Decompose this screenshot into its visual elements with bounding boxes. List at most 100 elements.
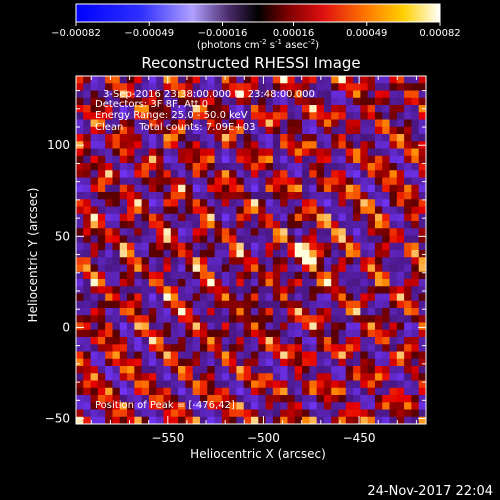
annotation-detectors: Detectors: 3F 8F, Att 0	[95, 99, 208, 110]
image-cell	[272, 141, 281, 149]
image-cell	[302, 351, 310, 360]
image-cell	[251, 228, 259, 236]
image-cell	[105, 329, 113, 338]
image-cell	[316, 177, 325, 186]
image-cell	[90, 373, 99, 381]
image-cell	[90, 170, 99, 178]
image-cell	[272, 322, 281, 331]
image-cell	[251, 286, 259, 294]
image-cell	[76, 184, 84, 193]
image-cell	[178, 257, 186, 265]
image-cell	[404, 416, 412, 424]
image-cell	[97, 293, 106, 302]
image-cell	[418, 192, 426, 200]
image-cell	[367, 170, 376, 178]
image-cell	[229, 271, 237, 280]
image-cell	[287, 119, 296, 128]
image-cell	[418, 358, 426, 367]
image-cell	[302, 170, 310, 178]
image-cell	[112, 416, 121, 424]
image-cell	[287, 387, 296, 396]
image-cell	[382, 351, 390, 360]
image-cell	[207, 206, 215, 215]
image-cell	[353, 329, 361, 338]
image-cell	[396, 329, 405, 338]
image-cell	[127, 170, 135, 178]
image-cell	[170, 221, 179, 229]
image-cell	[367, 351, 376, 360]
image-cell	[411, 271, 420, 280]
image-cell	[389, 402, 398, 410]
image-cell	[229, 148, 237, 157]
image-cell	[411, 119, 420, 128]
image-cell	[127, 358, 135, 367]
image-cell	[360, 387, 369, 396]
image-cell	[411, 206, 420, 215]
image-cell	[272, 373, 281, 381]
image-cell	[309, 163, 318, 171]
image-cell	[76, 322, 84, 331]
image-cell	[360, 177, 369, 186]
image-cell	[236, 221, 245, 229]
image-cell	[214, 148, 223, 157]
image-cell	[105, 242, 113, 251]
image-cell	[236, 351, 245, 360]
image-cell	[345, 257, 354, 265]
image-cell	[331, 308, 339, 316]
image-cell	[119, 286, 128, 294]
image-cell	[105, 315, 113, 323]
image-cell	[97, 199, 106, 207]
image-cell	[207, 329, 215, 338]
image-cell	[287, 213, 296, 222]
image-cell	[389, 322, 398, 331]
image-cell	[134, 416, 143, 424]
image-cell	[83, 83, 91, 91]
image-cell	[345, 206, 354, 215]
image-cell	[97, 308, 106, 316]
image-cell	[302, 221, 310, 229]
image-cell	[302, 322, 310, 331]
image-cell	[404, 322, 412, 331]
image-cell	[83, 126, 91, 135]
image-cell	[192, 329, 201, 338]
image-cell	[105, 250, 113, 258]
image-cell	[156, 105, 164, 113]
image-cell	[148, 163, 157, 171]
image-cell	[287, 409, 296, 418]
image-cell	[294, 97, 303, 106]
image-cell	[221, 329, 230, 338]
image-cell	[207, 315, 215, 323]
image-cell	[207, 170, 215, 178]
image-cell	[272, 337, 281, 345]
image-cell	[272, 221, 281, 229]
image-cell	[251, 380, 259, 389]
image-cell	[134, 322, 143, 331]
image-cell	[302, 105, 310, 113]
image-cell	[207, 300, 215, 309]
image-cell	[90, 366, 99, 374]
image-cell	[170, 148, 179, 157]
image-cell	[294, 329, 303, 338]
image-cell	[178, 83, 186, 91]
image-cell	[192, 380, 201, 389]
image-cell	[192, 250, 201, 258]
image-cell	[221, 112, 230, 120]
image-cell	[331, 279, 339, 287]
image-cell	[338, 141, 347, 149]
image-cell	[229, 409, 237, 418]
image-cell	[185, 300, 194, 309]
image-cell	[112, 119, 121, 128]
image-cell	[382, 213, 390, 222]
image-cell	[302, 286, 310, 294]
image-cell	[302, 373, 310, 381]
image-cell	[163, 286, 172, 294]
image-cell	[185, 221, 194, 229]
image-cell	[396, 358, 405, 367]
image-cell	[141, 184, 150, 193]
image-cell	[229, 264, 237, 273]
y-tick-label: −50	[45, 412, 70, 426]
image-cell	[302, 380, 310, 389]
image-cell	[258, 235, 266, 244]
image-cell	[265, 134, 274, 142]
